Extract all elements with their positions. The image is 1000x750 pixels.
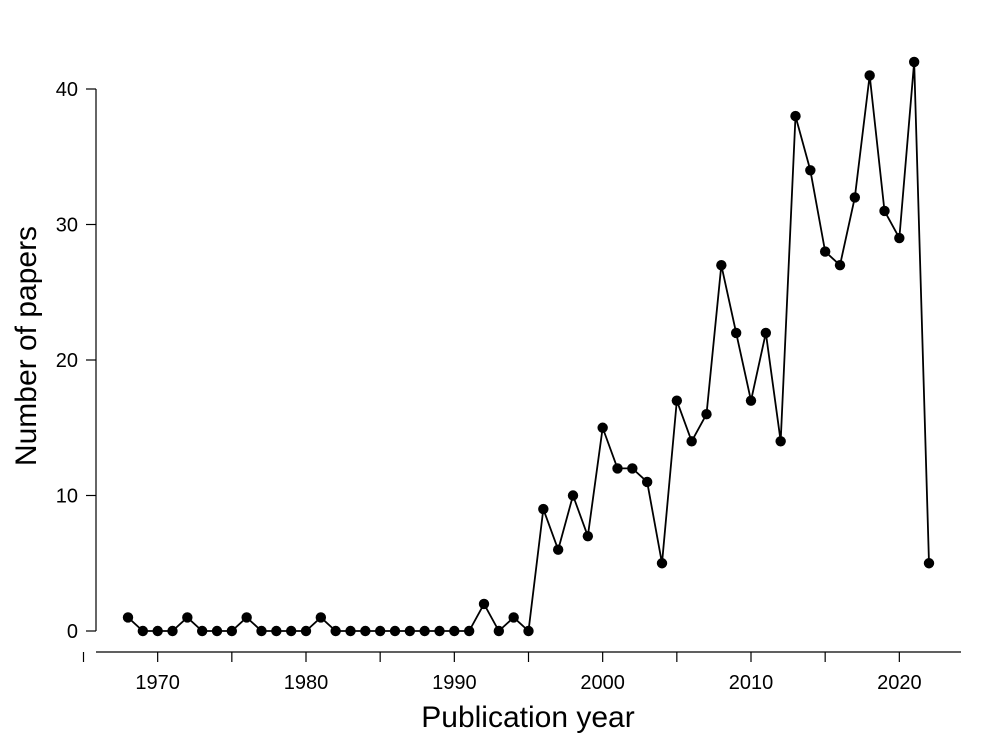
- data-point: [404, 625, 416, 637]
- series-line: [127, 61, 930, 632]
- data-point: [641, 476, 653, 488]
- data-point: [849, 192, 861, 203]
- data-point: [449, 625, 460, 637]
- data-point: [419, 625, 430, 637]
- data-point: [271, 625, 282, 637]
- data-point: [760, 327, 772, 339]
- data-point: [434, 625, 445, 637]
- data-point: [538, 503, 549, 515]
- data-point: [864, 70, 875, 81]
- data-point: [908, 56, 920, 68]
- data-point: [241, 612, 252, 623]
- data-point: [226, 625, 238, 637]
- data-point: [819, 246, 831, 257]
- y-tick-label: 10: [56, 486, 78, 508]
- data-point: [300, 625, 312, 637]
- data-point: [686, 436, 697, 447]
- data-point: [493, 625, 505, 637]
- data-point: [345, 625, 356, 637]
- data-point: [152, 625, 163, 637]
- data-point: [894, 232, 905, 244]
- data-point: [256, 625, 267, 637]
- data-point: [612, 463, 623, 474]
- x-tick-label: 2020: [877, 672, 922, 694]
- data-point: [463, 625, 475, 637]
- data-point: [582, 530, 594, 542]
- x-tick-label: 1970: [135, 672, 180, 694]
- y-tick-label: 40: [56, 79, 78, 101]
- y-tick-label: 30: [56, 215, 78, 237]
- data-point: [716, 259, 727, 271]
- data-point: [597, 422, 608, 433]
- y-axis-title: Number of papers: [10, 226, 43, 466]
- x-tick-label: 2000: [580, 672, 625, 694]
- data-point: [478, 598, 490, 610]
- data-point: [805, 165, 816, 176]
- data-point: [656, 558, 668, 569]
- data-point: [523, 625, 534, 637]
- data-point: [923, 558, 935, 569]
- data-point: [285, 625, 297, 637]
- data-point: [508, 612, 519, 623]
- data-point: [834, 259, 846, 271]
- series-layer: [122, 56, 935, 637]
- x-tick-label: 2010: [729, 672, 774, 694]
- x-tick-label: 1990: [432, 672, 477, 694]
- data-point: [389, 625, 401, 637]
- data-point: [167, 625, 178, 637]
- data-point: [374, 625, 386, 637]
- data-point: [701, 409, 712, 420]
- data-point: [211, 625, 223, 637]
- y-tick-label: 0: [67, 621, 78, 643]
- data-point: [745, 395, 757, 406]
- data-point: [730, 327, 742, 339]
- data-point: [315, 612, 327, 623]
- data-point: [122, 612, 134, 623]
- data-point: [627, 463, 638, 474]
- data-point: [775, 436, 786, 447]
- x-tick-label: 1980: [284, 672, 329, 694]
- data-point: [137, 625, 149, 637]
- data-point: [552, 544, 564, 555]
- y-tick-label: 20: [56, 350, 78, 372]
- data-point: [671, 395, 683, 406]
- axes: 0 10 20 30 40 1970 1980 1990 2000 2010 2020: [56, 79, 961, 694]
- x-axis-title: Publication year: [421, 701, 634, 734]
- data-point: [790, 110, 801, 122]
- data-point: [879, 205, 890, 217]
- data-point: [360, 625, 371, 637]
- data-point: [567, 490, 579, 501]
- data-point: [182, 612, 193, 623]
- data-point: [330, 625, 341, 637]
- data-point: [196, 625, 208, 637]
